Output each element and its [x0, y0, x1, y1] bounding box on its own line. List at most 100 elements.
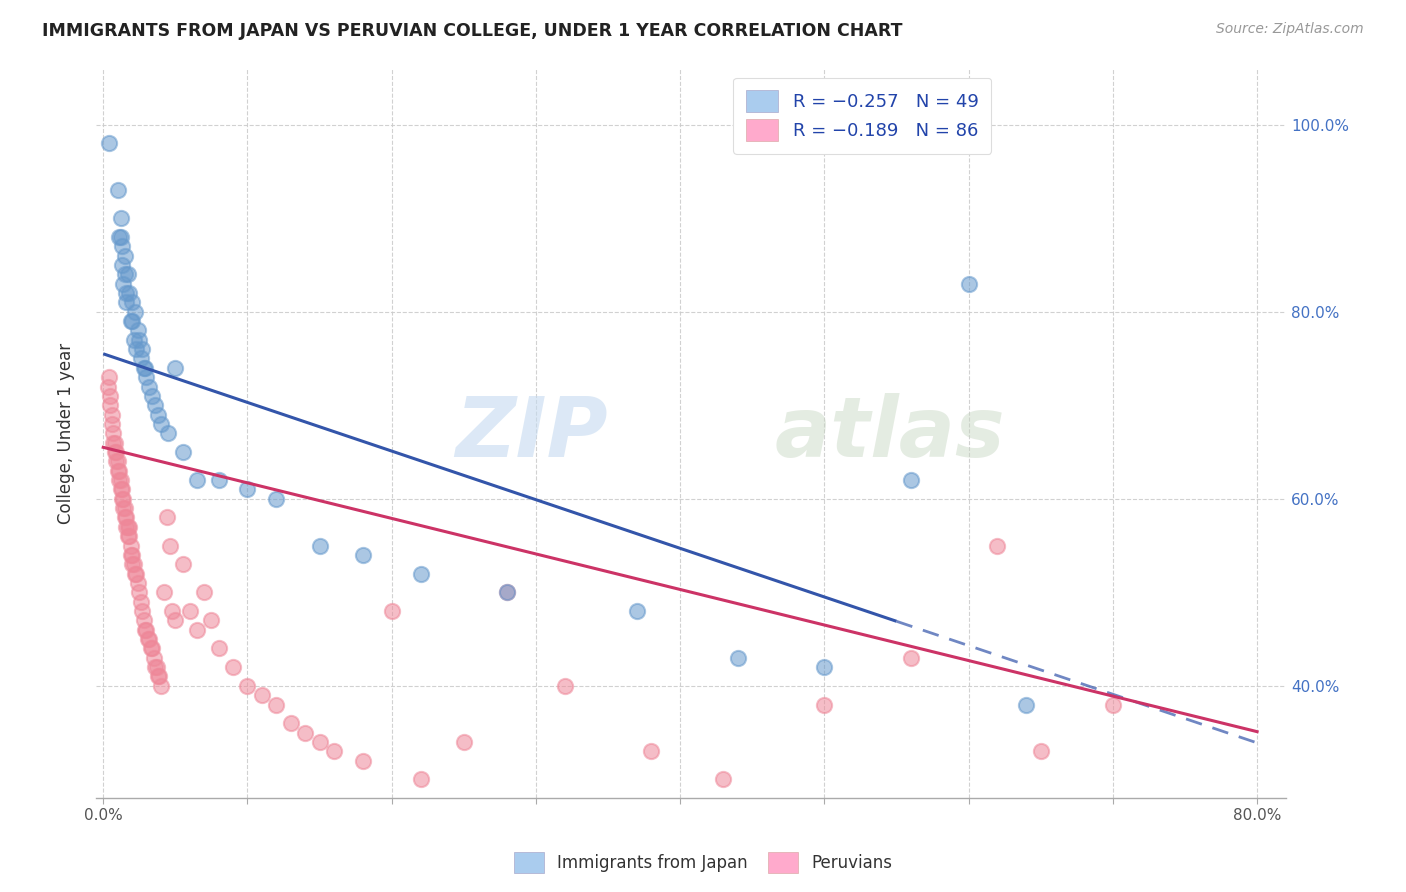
Point	[128, 585, 150, 599]
Point	[101, 417, 124, 431]
Point	[121, 314, 143, 328]
Point	[124, 304, 146, 318]
Point	[453, 735, 475, 749]
Point	[111, 483, 134, 497]
Point	[118, 529, 141, 543]
Point	[108, 230, 131, 244]
Point	[157, 426, 180, 441]
Point	[496, 585, 519, 599]
Point	[103, 426, 125, 441]
Point	[127, 323, 149, 337]
Point	[1015, 698, 1038, 712]
Point	[266, 491, 288, 506]
Point	[108, 464, 131, 478]
Point	[108, 473, 131, 487]
Point	[308, 735, 330, 749]
Point	[266, 698, 288, 712]
Point	[900, 650, 922, 665]
Point	[131, 342, 153, 356]
Point	[114, 510, 136, 524]
Point	[143, 660, 166, 674]
Point	[136, 632, 159, 646]
Point	[115, 295, 138, 310]
Point	[713, 772, 735, 787]
Point	[149, 417, 172, 431]
Point	[409, 772, 432, 787]
Point	[127, 576, 149, 591]
Point	[134, 623, 156, 637]
Point	[105, 445, 128, 459]
Point	[207, 473, 229, 487]
Point	[129, 351, 152, 366]
Point	[236, 679, 259, 693]
Point	[117, 520, 139, 534]
Text: ZIP: ZIP	[456, 392, 607, 474]
Point	[900, 473, 922, 487]
Point	[125, 342, 148, 356]
Point	[813, 660, 835, 674]
Point	[134, 360, 156, 375]
Point	[626, 604, 648, 618]
Point	[117, 267, 139, 281]
Point	[352, 548, 374, 562]
Point	[179, 604, 201, 618]
Legend: Immigrants from Japan, Peruvians: Immigrants from Japan, Peruvians	[508, 846, 898, 880]
Point	[121, 548, 143, 562]
Point	[114, 267, 136, 281]
Point	[96, 379, 118, 393]
Point	[986, 539, 1008, 553]
Point	[111, 491, 134, 506]
Point	[115, 285, 138, 300]
Point	[207, 641, 229, 656]
Point	[294, 725, 316, 739]
Point	[1029, 744, 1052, 758]
Point	[554, 679, 576, 693]
Point	[107, 464, 129, 478]
Point	[112, 277, 135, 291]
Point	[107, 183, 129, 197]
Point	[172, 445, 194, 459]
Point	[159, 539, 181, 553]
Point	[640, 744, 662, 758]
Point	[138, 632, 160, 646]
Point	[120, 314, 142, 328]
Point	[112, 501, 135, 516]
Point	[186, 623, 208, 637]
Point	[98, 370, 121, 384]
Point	[308, 539, 330, 553]
Point	[124, 566, 146, 581]
Point	[143, 398, 166, 412]
Point	[121, 295, 143, 310]
Point	[118, 520, 141, 534]
Text: IMMIGRANTS FROM JAPAN VS PERUVIAN COLLEGE, UNDER 1 YEAR CORRELATION CHART: IMMIGRANTS FROM JAPAN VS PERUVIAN COLLEG…	[42, 22, 903, 40]
Point	[114, 249, 136, 263]
Point	[193, 585, 215, 599]
Point	[236, 483, 259, 497]
Point	[156, 510, 179, 524]
Point	[148, 669, 170, 683]
Point	[100, 389, 122, 403]
Point	[104, 445, 127, 459]
Point	[146, 669, 169, 683]
Point	[110, 230, 132, 244]
Point	[165, 360, 187, 375]
Point	[323, 744, 346, 758]
Point	[200, 613, 222, 627]
Point	[118, 285, 141, 300]
Point	[132, 360, 155, 375]
Point	[114, 501, 136, 516]
Point	[107, 454, 129, 468]
Point	[115, 520, 138, 534]
Point	[142, 650, 165, 665]
Point	[110, 211, 132, 226]
Point	[110, 483, 132, 497]
Point	[186, 473, 208, 487]
Point	[117, 529, 139, 543]
Point	[110, 473, 132, 487]
Point	[104, 435, 127, 450]
Point	[122, 333, 145, 347]
Point	[128, 333, 150, 347]
Point	[496, 585, 519, 599]
Point	[145, 660, 167, 674]
Legend: R = −0.257   N = 49, R = −0.189   N = 86: R = −0.257 N = 49, R = −0.189 N = 86	[734, 78, 991, 154]
